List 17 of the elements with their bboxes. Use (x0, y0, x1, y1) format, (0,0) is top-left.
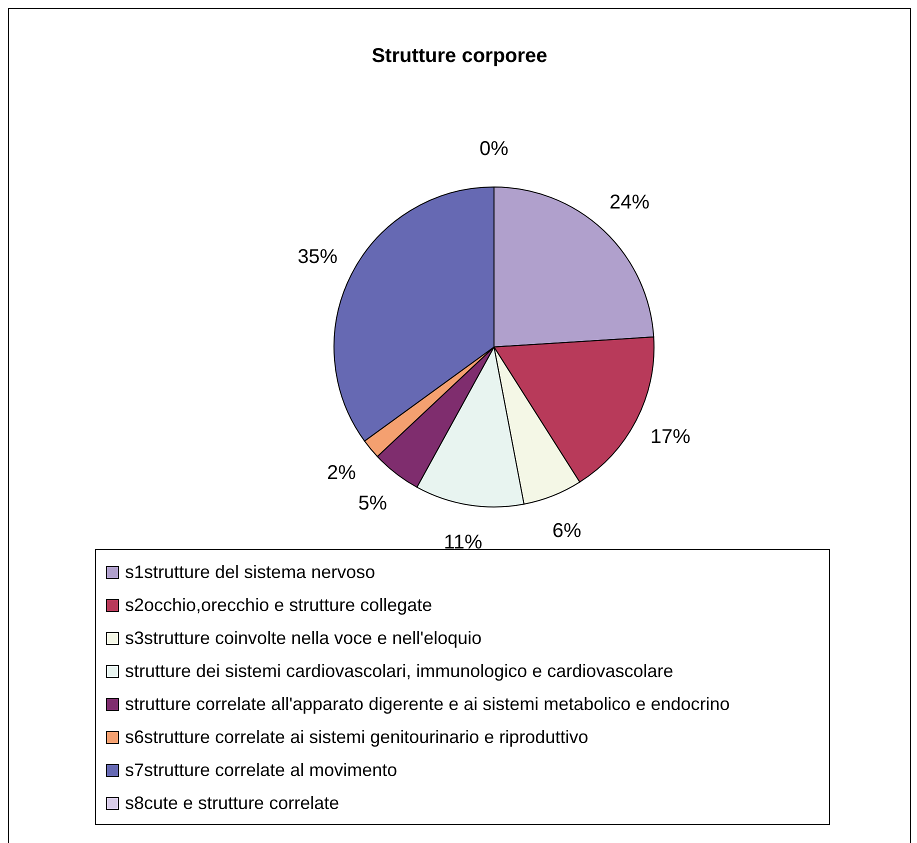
data-label: 24% (610, 192, 650, 214)
data-label: 11% (444, 532, 483, 554)
legend-label: s6strutture correlate ai sistemi genitourinario e riproduttivo (125, 727, 588, 748)
legend-label: strutture dei sistemi cardiovascolari, immunologico e cardiovascolare (125, 661, 674, 682)
data-label: 2% (326, 462, 356, 484)
data-label: 17% (650, 426, 691, 448)
data-label: 35% (298, 246, 338, 268)
data-label: 6% (552, 520, 582, 542)
data-label: 5% (358, 492, 388, 514)
legend-label: strutture correlate all'apparato digerente e ai sistemi metabolico e endocrino (125, 694, 730, 715)
chart-title: Strutture corporee (370, 45, 548, 68)
legend-label: s1strutture del sistema nervoso (125, 562, 376, 583)
text: 0% (480, 138, 508, 160)
legend-label: s2occhio,orecchio e strutture collegate (125, 595, 432, 616)
legend-label: s8cute e strutture correlate (125, 793, 340, 814)
legend-label: s3strutture coinvolte nella voce e nell'eloquio (125, 628, 482, 649)
legend-label: s7strutture correlate al movimento (125, 760, 398, 781)
